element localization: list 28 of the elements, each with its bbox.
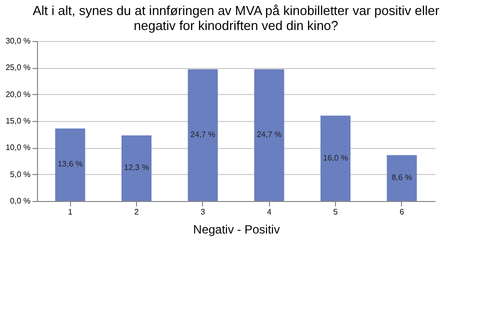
x-tick-label: 1 [68,208,73,216]
text: Alt i alt, synes du at innføringen av MVA på kinobilletter var positiv eller [32,3,440,18]
x-tick-label: 6 [400,208,405,216]
y-tick-label: 5,0 % [10,170,30,179]
x-tick-label: 2 [134,208,140,216]
y-tick-label: 0,0 % [10,196,30,206]
data-label: 12,3 % [124,163,149,172]
data-label: 24,7 % [256,130,282,140]
bar [254,69,284,201]
y-tick-label: 10,0 % [6,143,30,152]
data-label: 13,6 % [58,160,83,169]
x-tick-label: 4 [266,208,272,216]
bar [188,69,218,201]
bar [55,128,86,201]
y-tick-label: 20,0 % [6,90,30,99]
y-tick-label: 30,0 % [6,36,30,46]
bar [122,135,152,201]
data-label: 16,0 % [323,153,348,162]
y-tick-label: 25,0 % [6,63,30,72]
text: negativ for kinodriften ved din kino? [134,18,338,33]
data-label: 8,6 % [392,173,412,182]
x-tick-label: 5 [333,208,338,216]
x-tick-label: 3 [200,208,206,216]
data-label: 24,7 % [190,130,216,140]
x-axis-title: Negativ - Positiv [193,222,280,236]
bar [320,116,350,201]
bar [386,155,417,201]
y-tick-label: 15,0 % [6,116,30,126]
